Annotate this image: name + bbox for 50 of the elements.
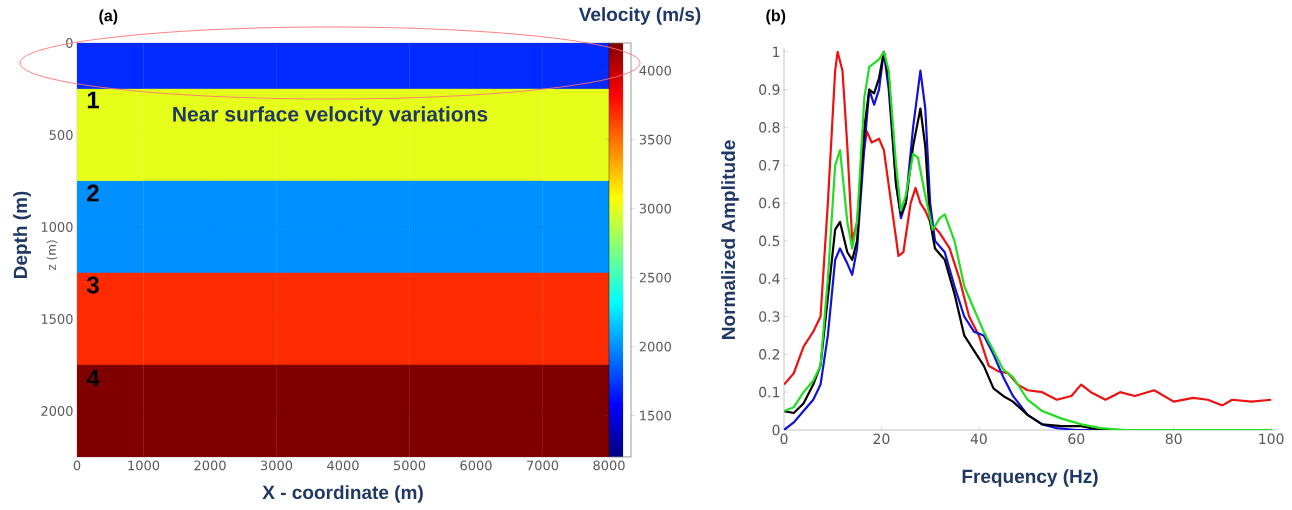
x-tick-label: 5000: [393, 460, 426, 471]
x-tick-label: 60: [1068, 433, 1085, 445]
x-tick-label: 4000: [327, 460, 359, 471]
text: z (m): [46, 240, 58, 271]
chart-title: (a): [99, 9, 118, 25]
annotation: Near surface velocity variations: [173, 106, 488, 126]
color-bar-label: 1500: [640, 410, 672, 421]
x-tick-label: 80: [1165, 433, 1182, 445]
x-axis-title: Frequency (Hz): [962, 469, 1098, 487]
annotation: 4: [86, 369, 100, 387]
x-tick-label: 7000: [527, 460, 559, 471]
annotation: 2: [87, 184, 99, 202]
y-tick-label: 0.5: [759, 235, 780, 247]
x-tick-label: 0: [73, 460, 81, 471]
color-bar-label: 3500: [639, 134, 672, 145]
x-tick-label: 6000: [460, 460, 492, 471]
y-axis-title: Normalized Amplitude: [721, 140, 739, 339]
y-tick-label: 1500: [41, 314, 73, 324]
y-tick-label: 0.2: [759, 349, 780, 360]
y-tick-label: 0.3: [759, 311, 780, 322]
y-tick-label: 0: [66, 38, 73, 48]
color-bar-label: 4000: [639, 65, 672, 76]
x-tick-label: 0: [780, 433, 788, 445]
annotation: 1: [87, 91, 100, 109]
y-tick-label: 0.1: [759, 386, 780, 398]
x-tick-label: 8000: [593, 460, 625, 471]
color-bar-label: 3000: [639, 203, 672, 214]
color-bar-title: Velocity (m/s): [578, 7, 701, 25]
y-tick-label: 0.8: [759, 122, 780, 133]
x-tick-label: 40: [970, 433, 987, 445]
x-tick-label: 3000: [260, 460, 293, 471]
y-tick-label: 500: [49, 130, 73, 140]
x-tick-label: 100: [1259, 433, 1284, 445]
x-tick-label: 1000: [128, 460, 160, 471]
x-tick-label: 20: [873, 433, 890, 445]
y-tick-label: 0: [772, 424, 780, 436]
y-tick-label: 2000: [41, 406, 73, 416]
y-axis-title: Depth (m): [13, 191, 31, 279]
y-tick-label: 0.6: [759, 197, 780, 209]
y-tick-label: 1: [773, 46, 780, 57]
y-tick-label: 0.9: [759, 84, 780, 95]
chart-title: (b): [766, 9, 786, 25]
y-tick-label: 1000: [41, 222, 73, 232]
x-axis-title: X - coordinate (m): [262, 485, 423, 503]
y-tick-label: 0.4: [759, 273, 780, 284]
y-tick-label: 0.7: [759, 159, 780, 171]
x-tick-label: 2000: [194, 460, 226, 471]
annotation: 3: [86, 276, 99, 294]
color-bar-label: 2500: [639, 272, 672, 283]
color-bar-label: 2000: [639, 341, 672, 352]
